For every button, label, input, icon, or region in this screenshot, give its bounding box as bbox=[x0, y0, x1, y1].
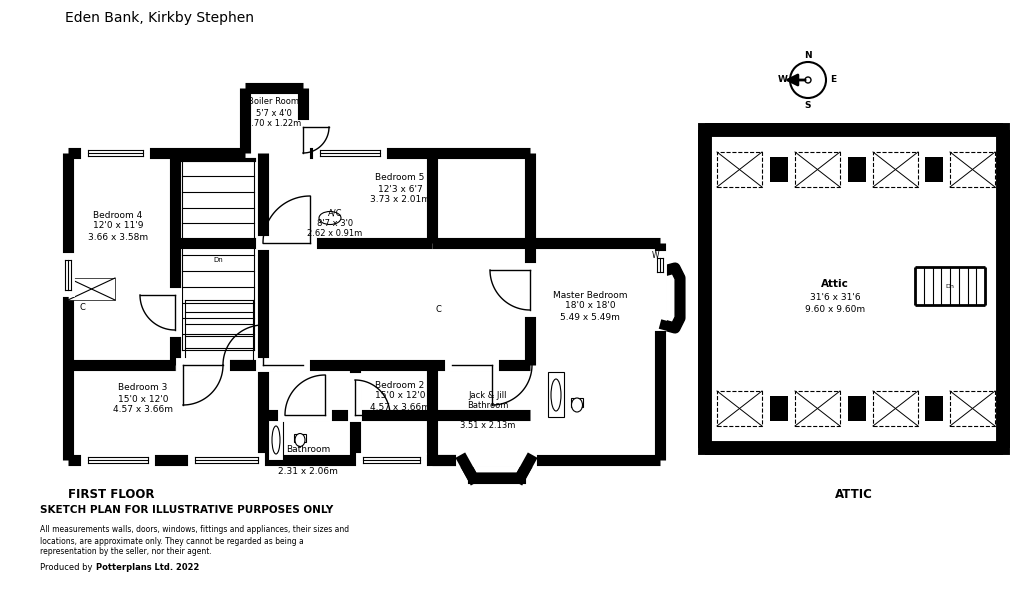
Bar bbox=[806, 78, 810, 82]
Text: Jack & Jill: Jack & Jill bbox=[469, 391, 507, 400]
Text: locations, are approximate only. They cannot be regarded as being a: locations, are approximate only. They ca… bbox=[40, 537, 304, 545]
Text: Produced by: Produced by bbox=[40, 562, 95, 572]
Text: 15'0 x 12'0: 15'0 x 12'0 bbox=[118, 395, 168, 403]
Text: 2.62 x 0.91m: 2.62 x 0.91m bbox=[307, 228, 362, 238]
Text: Attic: Attic bbox=[821, 279, 849, 289]
Text: Bathroom: Bathroom bbox=[467, 400, 509, 410]
Bar bbox=[711, 136, 997, 442]
Text: C: C bbox=[79, 303, 85, 311]
Bar bbox=[795, 152, 840, 187]
Text: Bedroom 4: Bedroom 4 bbox=[93, 211, 142, 219]
Text: W: W bbox=[651, 251, 658, 260]
Bar bbox=[267, 247, 428, 361]
Text: SKETCH PLAN FOR ILLUSTRATIVE PURPOSES ONLY: SKETCH PLAN FOR ILLUSTRATIVE PURPOSES ON… bbox=[40, 505, 333, 515]
Polygon shape bbox=[463, 460, 530, 478]
Bar bbox=[925, 157, 943, 182]
Bar bbox=[925, 396, 943, 421]
Circle shape bbox=[805, 77, 811, 83]
Bar bbox=[848, 396, 866, 421]
Text: Dn: Dn bbox=[213, 257, 223, 263]
Text: E: E bbox=[829, 76, 836, 85]
Polygon shape bbox=[660, 268, 680, 328]
Bar bbox=[72, 157, 175, 365]
Bar bbox=[359, 419, 526, 456]
Ellipse shape bbox=[571, 398, 583, 412]
Bar bbox=[770, 157, 788, 182]
Bar bbox=[436, 369, 656, 456]
Bar bbox=[770, 396, 788, 421]
Bar bbox=[436, 247, 656, 456]
Text: 8'7 x 3'0: 8'7 x 3'0 bbox=[317, 219, 353, 228]
Text: 3.73 x 2.01m: 3.73 x 2.01m bbox=[370, 195, 430, 204]
Bar bbox=[268, 420, 283, 460]
Text: 15'0 x 12'0: 15'0 x 12'0 bbox=[375, 392, 425, 400]
Bar bbox=[873, 152, 918, 187]
Bar bbox=[294, 434, 306, 442]
Ellipse shape bbox=[272, 426, 280, 454]
Text: N: N bbox=[804, 50, 812, 60]
Text: Master Bedroom: Master Bedroom bbox=[553, 290, 628, 300]
Bar bbox=[950, 391, 995, 426]
Text: S: S bbox=[805, 101, 811, 109]
Bar bbox=[72, 369, 351, 456]
Text: 18'0 x 18'0: 18'0 x 18'0 bbox=[564, 301, 615, 311]
Text: FIRST FLOOR: FIRST FLOOR bbox=[68, 488, 155, 500]
Bar bbox=[534, 247, 656, 456]
Bar bbox=[571, 398, 583, 407]
Text: 9.60 x 9.60m: 9.60 x 9.60m bbox=[805, 305, 865, 314]
Bar bbox=[72, 157, 428, 456]
Text: All measurements walls, doors, windows, fittings and appliances, their sizes and: All measurements walls, doors, windows, … bbox=[40, 526, 349, 535]
Text: Bedroom 2: Bedroom 2 bbox=[376, 381, 425, 389]
Text: Eden Bank, Kirkby Stephen: Eden Bank, Kirkby Stephen bbox=[65, 11, 254, 25]
Bar bbox=[950, 152, 995, 187]
Text: A/C: A/C bbox=[328, 209, 342, 217]
Bar bbox=[72, 419, 259, 456]
Ellipse shape bbox=[295, 433, 305, 446]
Text: W: W bbox=[778, 76, 787, 85]
Text: ATTIC: ATTIC bbox=[835, 488, 872, 500]
Text: 12'0 x 11'9: 12'0 x 11'9 bbox=[93, 222, 143, 230]
Bar bbox=[717, 391, 762, 426]
Text: 11'6 x 7'0: 11'6 x 7'0 bbox=[467, 411, 509, 419]
Text: Potterplans Ltd. 2022: Potterplans Ltd. 2022 bbox=[96, 562, 200, 572]
Bar bbox=[717, 152, 762, 187]
Text: Dn: Dn bbox=[945, 284, 954, 289]
Text: Bathroom: Bathroom bbox=[286, 445, 330, 454]
Text: 3.51 x 2.13m: 3.51 x 2.13m bbox=[461, 421, 516, 430]
Bar bbox=[359, 369, 526, 456]
Bar bbox=[436, 247, 526, 361]
Text: Boiler Room: Boiler Room bbox=[249, 98, 299, 106]
Bar bbox=[68, 278, 115, 300]
Text: 12'3 x 6'7: 12'3 x 6'7 bbox=[378, 184, 422, 193]
Bar bbox=[342, 157, 526, 239]
Text: Bedroom 3: Bedroom 3 bbox=[119, 384, 168, 392]
Bar bbox=[795, 391, 840, 426]
Text: 2.31 x 2.06m: 2.31 x 2.06m bbox=[279, 467, 338, 475]
Text: 4.57 x 3.66m: 4.57 x 3.66m bbox=[113, 405, 173, 414]
Text: 4.57 x 3.66m: 4.57 x 3.66m bbox=[370, 403, 430, 411]
Bar bbox=[655, 273, 665, 325]
Bar bbox=[68, 278, 115, 300]
Text: representation by the seller, nor their agent.: representation by the seller, nor their … bbox=[40, 548, 212, 556]
Ellipse shape bbox=[551, 379, 561, 411]
Bar bbox=[873, 391, 918, 426]
Text: 5'7 x 4'0: 5'7 x 4'0 bbox=[256, 109, 292, 117]
Bar bbox=[267, 369, 357, 419]
Text: 31'6 x 31'6: 31'6 x 31'6 bbox=[810, 292, 860, 301]
Bar bbox=[848, 157, 866, 182]
Text: 3.66 x 3.58m: 3.66 x 3.58m bbox=[88, 233, 148, 241]
Bar bbox=[267, 419, 351, 456]
Bar bbox=[705, 130, 1002, 448]
Bar bbox=[179, 157, 259, 361]
Text: 1.70 x 1.22m: 1.70 x 1.22m bbox=[247, 120, 302, 128]
Text: C: C bbox=[435, 306, 441, 314]
Ellipse shape bbox=[319, 211, 341, 225]
Text: 5.49 x 5.49m: 5.49 x 5.49m bbox=[560, 313, 620, 322]
Text: 7'7 x 6'9: 7'7 x 6'9 bbox=[289, 456, 328, 465]
Bar bbox=[548, 372, 564, 417]
Bar bbox=[267, 157, 334, 239]
Bar bbox=[249, 92, 299, 153]
Text: Bedroom 5: Bedroom 5 bbox=[376, 174, 425, 182]
